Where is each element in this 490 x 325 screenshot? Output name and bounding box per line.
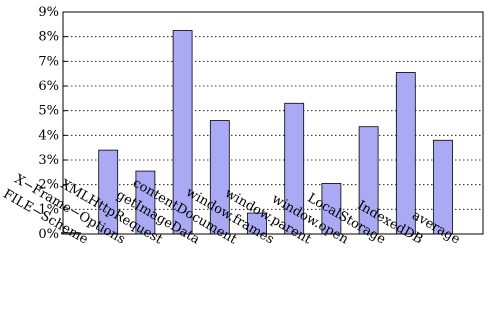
y-tick-label: 0%: [38, 227, 59, 242]
y-tick-label: 3%: [38, 153, 59, 168]
y-tick-label: 9%: [38, 5, 59, 20]
y-tick-label: 5%: [38, 104, 59, 119]
y-tick-label: 1%: [38, 202, 59, 217]
bar-9: [395, 72, 416, 235]
y-tick-label: 7%: [38, 54, 59, 69]
plot-frame: [62, 11, 484, 235]
y-axis: 0% 1% 2% 3% 4% 5% 6% 7% 8% 9%: [38, 5, 67, 242]
bars: [61, 30, 453, 235]
x-axis-labels: FILE−SchemeX−Frame−OptionsXMLHttpRequest…: [0, 172, 462, 248]
y-tick-label: 2%: [38, 178, 59, 193]
y-tick-label: 8%: [38, 30, 59, 45]
y-tick-label: 4%: [38, 128, 59, 143]
y-tick-label: 6%: [38, 79, 59, 94]
gridlines: [63, 36, 483, 210]
